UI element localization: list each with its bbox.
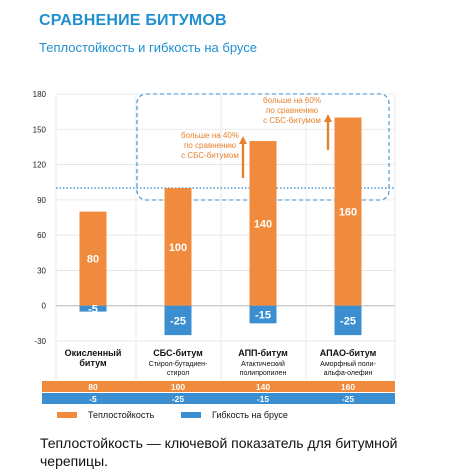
- y-tick-label: 150: [33, 125, 47, 134]
- flexibility-bar: [249, 305, 277, 324]
- category-description: полипропилен: [240, 370, 287, 377]
- flex-value-label: -25: [170, 315, 186, 327]
- annotation-arrow-head: [239, 136, 247, 144]
- table-row-flex: [42, 393, 395, 404]
- heat-resistance-bar: [334, 117, 362, 306]
- annotation-text: по сравнению: [266, 106, 318, 115]
- legend-label-heat: Теплостойкость: [88, 410, 154, 420]
- table-heat-value: 140: [256, 382, 270, 392]
- flexibility-bar: [164, 305, 192, 336]
- table-row-heat: [42, 381, 395, 392]
- annotation-arrow-head: [324, 114, 332, 122]
- y-tick-label: 90: [37, 196, 46, 205]
- annotation-text: больше на 40%: [181, 131, 239, 140]
- category-name: АПАО-битум: [320, 348, 377, 358]
- flex-value-label: -15: [255, 310, 271, 322]
- y-tick-label: 180: [33, 90, 47, 99]
- annotation-text: больше на 60%: [263, 96, 321, 105]
- legend-label-flex: Гибкость на брусе: [212, 410, 288, 420]
- y-tick-label: 0: [42, 302, 47, 311]
- category-name: Окисленный: [65, 348, 122, 358]
- table-heat-value: 100: [171, 382, 185, 392]
- flexibility-bar: [334, 305, 362, 336]
- category-description: Аморфный поли-: [320, 360, 376, 368]
- category-name: СБС-битум: [153, 348, 203, 358]
- annotation-text: по сравнению: [184, 141, 236, 150]
- chart-title: СРАВНЕНИЕ БИТУМОВ: [39, 12, 227, 29]
- y-tick-label: -30: [34, 337, 46, 346]
- legend-swatch-flex: [181, 412, 201, 418]
- annotation-text: с СБС-битумом: [263, 116, 321, 125]
- y-tick-label: 30: [37, 266, 46, 275]
- category-name: битум: [79, 358, 107, 368]
- category-description: Атактический: [241, 360, 285, 368]
- heat-resistance-bar: [164, 188, 192, 306]
- annotation-text: с СБС-битумом: [181, 151, 239, 160]
- category-description: альфа-олефин: [324, 370, 373, 377]
- heat-value-label: 80: [87, 254, 99, 266]
- table-flex-value: -15: [257, 394, 270, 404]
- heat-resistance-bar: [79, 211, 107, 306]
- table-heat-value: 160: [341, 382, 355, 392]
- y-tick-label: 120: [33, 161, 47, 170]
- table-heat-value: 80: [88, 382, 98, 392]
- heat-resistance-bar: [249, 141, 277, 306]
- category-name: АПП-битум: [238, 348, 288, 358]
- heat-value-label: 140: [254, 218, 272, 230]
- chart-subtitle: Теплостойкость и гибкость на брусе: [39, 40, 258, 55]
- y-tick-label: 60: [37, 231, 46, 240]
- legend-swatch-heat: [57, 412, 77, 418]
- category-description: Стирол-бутадиен-: [149, 360, 208, 368]
- flex-value-label: -5: [88, 304, 98, 316]
- table-flex-value: -5: [89, 394, 97, 404]
- category-description: стирол: [167, 370, 189, 377]
- heat-value-label: 100: [169, 242, 187, 254]
- table-flex-value: -25: [172, 394, 185, 404]
- flex-value-label: -25: [340, 315, 356, 327]
- caption-text: Теплостойкость — ключевой показатель для…: [40, 435, 398, 469]
- heat-value-label: 160: [339, 207, 357, 219]
- flexibility-bar: [79, 305, 107, 312]
- table-flex-value: -25: [342, 394, 355, 404]
